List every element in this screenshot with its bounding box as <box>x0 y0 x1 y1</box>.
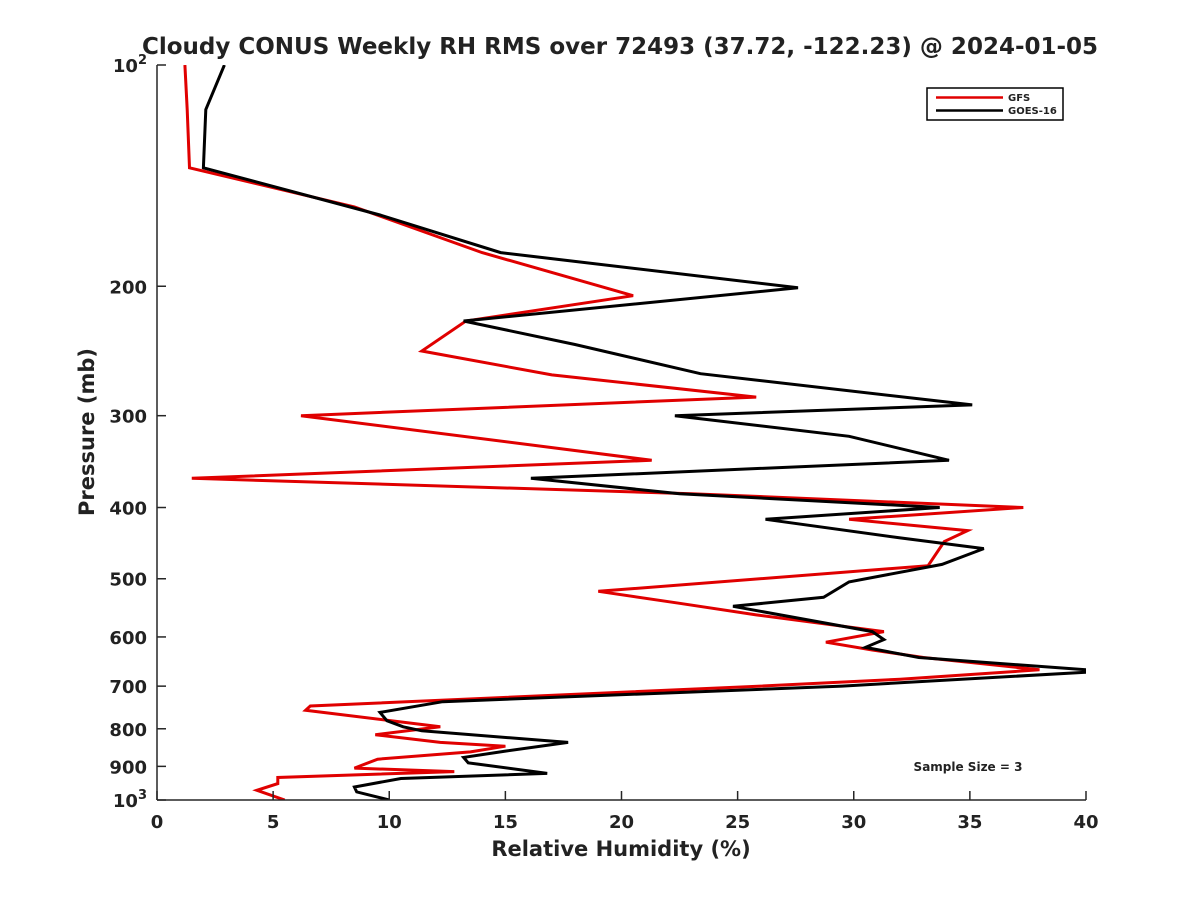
x-tick-label: 0 <box>151 812 164 833</box>
y-tick-label: 300 <box>109 407 147 428</box>
y-tick-label: 800 <box>109 720 147 741</box>
series-layer <box>183 65 1086 800</box>
x-tick-label: 35 <box>957 812 982 833</box>
x-tick-label: 40 <box>1073 812 1098 833</box>
x-tick-label: 30 <box>841 812 866 833</box>
axes-layer: 0 5 10 15 20 25 30 35 40 102 200 300 400 500 600 700 800… <box>109 53 1098 833</box>
legend-label-goes-16: GOES-16 <box>1008 106 1057 117</box>
y-tick-label: 900 <box>109 757 147 778</box>
x-axis-label: Relative Humidity (%) <box>491 837 750 861</box>
series-line-gfs <box>183 65 1040 800</box>
x-tick-label: 15 <box>493 812 518 833</box>
x-tick-label: 25 <box>725 812 750 833</box>
legend-label-gfs: GFS <box>1008 93 1030 104</box>
series-line-goes-16 <box>201 65 1086 800</box>
y-tick-label: 400 <box>109 499 147 520</box>
y-tick-label: 700 <box>109 677 147 698</box>
y-tick-label: 500 <box>109 570 147 591</box>
legend-box <box>926 87 1064 121</box>
y-axis-label: Pressure (mb) <box>75 348 99 516</box>
x-tick-label: 10 <box>377 812 402 833</box>
chart-title: Cloudy CONUS Weekly RH RMS over 72493 (3… <box>142 34 1098 60</box>
x-tick-label: 5 <box>267 812 280 833</box>
plot-background <box>157 65 1086 800</box>
y-tick-label: 200 <box>109 277 147 298</box>
sample-size-annotation: Sample Size = 3 <box>914 760 1023 774</box>
y-tick-label: 102 <box>113 53 147 77</box>
plot-area <box>157 65 1086 800</box>
x-tick-label: 20 <box>609 812 634 833</box>
y-tick-label: 103 <box>113 788 147 812</box>
legend: GFS GOES-16 <box>926 87 1064 121</box>
y-tick-label: 600 <box>109 628 147 649</box>
